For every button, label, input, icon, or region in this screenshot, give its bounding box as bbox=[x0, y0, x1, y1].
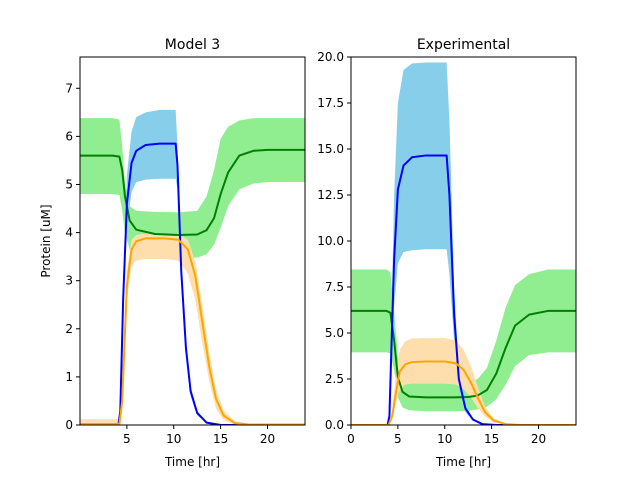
x-tick-label: 15 bbox=[484, 432, 499, 446]
series-band-1 bbox=[351, 62, 576, 425]
x-tick-label: 0 bbox=[347, 432, 355, 446]
y-axis-label: Protein [uM] bbox=[39, 204, 53, 277]
y-tick-label: 5 bbox=[65, 177, 73, 191]
y-tick-label: 7.5 bbox=[325, 280, 344, 294]
plot-marks bbox=[80, 109, 305, 425]
series-band-0 bbox=[351, 269, 576, 412]
x-tick-label: 5 bbox=[394, 432, 402, 446]
series-line-0 bbox=[80, 148, 305, 236]
x-axis-label: Time [hr] bbox=[164, 455, 220, 469]
y-tick-label: 17.5 bbox=[317, 96, 344, 110]
y-tick-label: 2 bbox=[65, 322, 73, 336]
y-tick-label: 20.0 bbox=[317, 50, 344, 64]
y-tick-label: 12.5 bbox=[317, 188, 344, 202]
y-tick-label: 0.0 bbox=[325, 418, 344, 432]
x-axis-label: Time [hr] bbox=[435, 455, 491, 469]
y-tick-label: 6 bbox=[65, 129, 73, 143]
x-tick-label: 10 bbox=[437, 432, 452, 446]
y-tick-label: 4 bbox=[65, 226, 73, 240]
y-tick-label: 10.0 bbox=[317, 234, 344, 248]
y-tick-label: 5.0 bbox=[325, 326, 344, 340]
series-line-2 bbox=[80, 237, 305, 425]
series-line-1 bbox=[80, 142, 305, 425]
y-tick-label: 15.0 bbox=[317, 142, 344, 156]
chart-title: Experimental bbox=[417, 37, 510, 53]
chart-experimental: 0 5 10 15 20 0.0 2.5 5.0 7.5 10.0 12.5 15.0 17.5 20.0… bbox=[317, 37, 577, 469]
y-tick-label: 2.5 bbox=[325, 372, 344, 386]
series-line-1 bbox=[351, 154, 576, 425]
x-tick-label: 20 bbox=[531, 432, 546, 446]
y-tick-label: 3 bbox=[65, 274, 73, 288]
y-tick-label: 0 bbox=[65, 418, 73, 432]
chart-model-3: 5 10 15 20 0 1 2 3 4 5 6 7 Model 3 Time [hr] Protein [… bbox=[39, 37, 306, 469]
x-tick-label: 20 bbox=[260, 432, 275, 446]
y-tick-label: 7 bbox=[65, 81, 73, 95]
chart-title: Model 3 bbox=[165, 37, 220, 53]
series-band-2 bbox=[351, 338, 576, 425]
series-line-2 bbox=[351, 360, 576, 425]
x-tick-label: 15 bbox=[213, 432, 228, 446]
series-line-0 bbox=[351, 309, 576, 399]
axes-frame bbox=[79, 56, 306, 426]
x-tick-label: 10 bbox=[166, 432, 181, 446]
plot-marks bbox=[351, 62, 576, 425]
y-tick-label: 1 bbox=[65, 370, 73, 384]
x-tick-label: 5 bbox=[123, 432, 131, 446]
